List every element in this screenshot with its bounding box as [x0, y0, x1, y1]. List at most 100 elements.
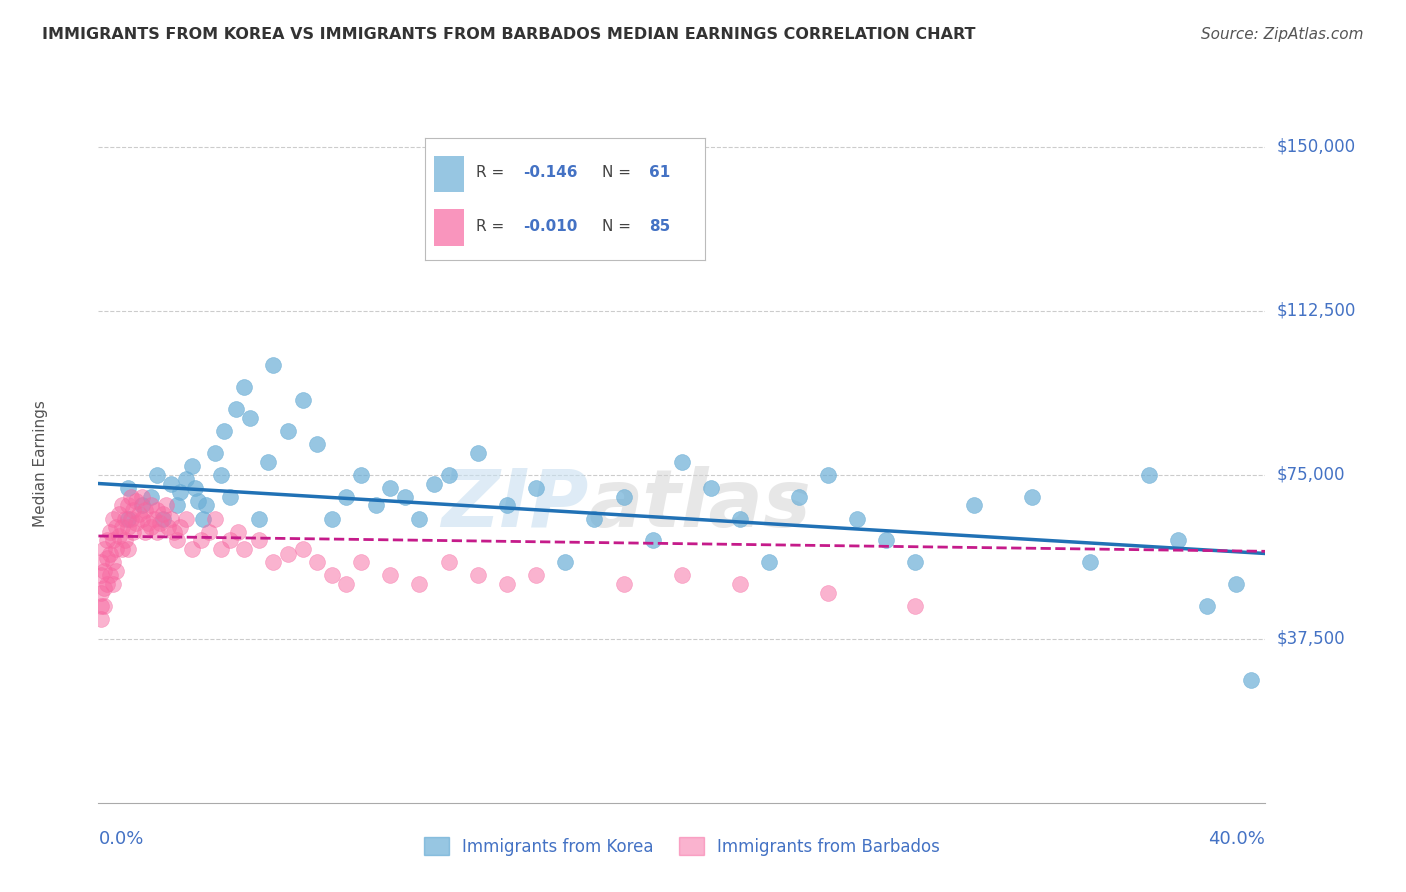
Point — [671, 568, 693, 582]
Point — [157, 520, 180, 534]
Point — [174, 511, 197, 525]
Point — [817, 467, 839, 482]
Point — [495, 499, 517, 513]
Point — [152, 511, 174, 525]
Point — [218, 490, 240, 504]
Point — [335, 490, 357, 504]
Point — [136, 516, 159, 530]
Point — [125, 516, 148, 530]
Point — [321, 511, 343, 525]
Point — [120, 490, 142, 504]
Point — [758, 555, 780, 569]
Point — [93, 542, 115, 557]
Point — [146, 467, 169, 482]
Text: $75,000: $75,000 — [1277, 466, 1346, 483]
Point — [233, 380, 256, 394]
Point — [152, 507, 174, 521]
Point — [120, 511, 142, 525]
Point — [180, 458, 202, 473]
Text: atlas: atlas — [589, 466, 811, 543]
Point — [612, 577, 634, 591]
Point — [437, 467, 460, 482]
Point — [90, 555, 112, 569]
Text: $112,500: $112,500 — [1277, 301, 1357, 319]
Point — [139, 499, 162, 513]
Point — [101, 577, 124, 591]
Point — [101, 555, 124, 569]
Point — [524, 568, 547, 582]
Point — [166, 499, 188, 513]
Point — [90, 612, 112, 626]
Point — [90, 586, 112, 600]
Point — [169, 520, 191, 534]
Point — [146, 502, 169, 516]
Point — [166, 533, 188, 548]
Point — [146, 524, 169, 539]
Point — [111, 499, 134, 513]
Point — [1021, 490, 1043, 504]
Point — [394, 490, 416, 504]
Point — [142, 511, 165, 525]
Point — [423, 476, 446, 491]
Point — [125, 494, 148, 508]
Point — [96, 533, 118, 548]
Text: 40.0%: 40.0% — [1209, 830, 1265, 848]
Point — [111, 520, 134, 534]
Point — [93, 564, 115, 578]
Point — [104, 564, 127, 578]
Point — [101, 511, 124, 525]
Point — [195, 499, 218, 513]
Point — [467, 568, 489, 582]
Point — [262, 359, 284, 373]
Point — [641, 533, 664, 548]
Point — [335, 577, 357, 591]
Text: $37,500: $37,500 — [1277, 630, 1346, 648]
Point — [817, 586, 839, 600]
Point — [93, 599, 115, 613]
Point — [122, 502, 145, 516]
Point — [1195, 599, 1218, 613]
Point — [96, 550, 118, 565]
Point — [228, 524, 250, 539]
Point — [350, 555, 373, 569]
Point — [307, 437, 329, 451]
Point — [134, 502, 156, 516]
Point — [277, 424, 299, 438]
Point — [1167, 533, 1189, 548]
Point — [108, 529, 131, 543]
Point — [90, 568, 112, 582]
Text: 0.0%: 0.0% — [98, 830, 143, 848]
Point — [262, 555, 284, 569]
Point — [875, 533, 897, 548]
Legend: Immigrants from Korea, Immigrants from Barbados: Immigrants from Korea, Immigrants from B… — [418, 830, 946, 863]
Point — [98, 568, 121, 582]
Point — [256, 455, 278, 469]
Point — [408, 511, 430, 525]
Point — [204, 446, 226, 460]
Point — [104, 520, 127, 534]
Point — [495, 577, 517, 591]
Point — [117, 520, 139, 534]
Point — [904, 599, 927, 613]
Point — [128, 507, 150, 521]
Point — [350, 467, 373, 482]
Point — [193, 511, 215, 525]
Point — [321, 568, 343, 582]
Point — [209, 542, 232, 557]
Point — [139, 490, 162, 504]
Point — [101, 533, 124, 548]
Point — [122, 524, 145, 539]
Point — [787, 490, 810, 504]
Point — [139, 520, 162, 534]
Point — [163, 524, 186, 539]
Point — [962, 499, 984, 513]
Point — [364, 499, 387, 513]
Point — [108, 507, 131, 521]
Point — [378, 481, 402, 495]
Point — [291, 542, 314, 557]
Point — [117, 481, 139, 495]
Point — [700, 481, 723, 495]
Point — [612, 490, 634, 504]
Text: Source: ZipAtlas.com: Source: ZipAtlas.com — [1201, 27, 1364, 42]
Point — [131, 511, 153, 525]
